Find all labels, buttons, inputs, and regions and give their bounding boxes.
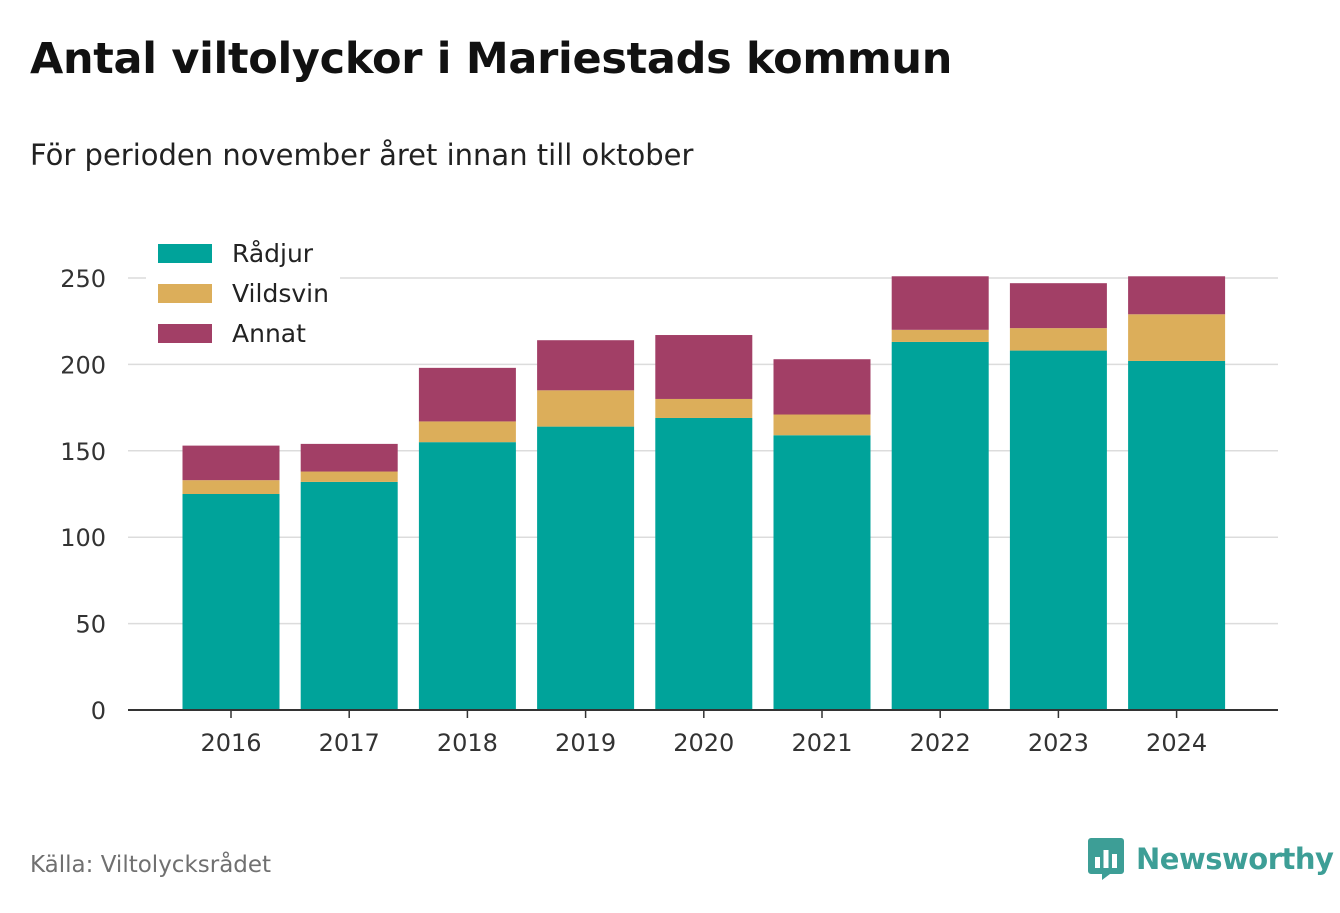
y-tick-label: 0: [91, 697, 106, 725]
bar-segment-radjur[interactable]: [300, 481, 398, 710]
bars: [182, 276, 1226, 710]
y-tick-label: 100: [60, 524, 106, 552]
bar-segment-radjur[interactable]: [537, 426, 635, 710]
bar-segment-radjur[interactable]: [182, 494, 280, 710]
y-tick-label: 150: [60, 438, 106, 466]
y-tick-label: 200: [60, 351, 106, 379]
bar-segment-annat[interactable]: [891, 276, 989, 330]
bar-segment-vildsvin[interactable]: [1009, 328, 1107, 351]
bar-segment-annat[interactable]: [182, 445, 280, 481]
bar-segment-annat[interactable]: [537, 340, 635, 391]
bar-segment-radjur[interactable]: [418, 442, 516, 710]
legend-swatch: [158, 284, 212, 303]
chart-subtitle: För perioden november året innan till ok…: [30, 138, 694, 172]
bar-segment-vildsvin[interactable]: [418, 421, 516, 443]
x-tick-label: 2016: [200, 729, 261, 757]
source-note: Källa: Viltolycksrådet: [30, 852, 272, 878]
y-tick-label: 250: [60, 265, 106, 293]
legend: Rådjur Vildsvin Annat: [146, 238, 340, 356]
bar-segment-annat[interactable]: [773, 359, 871, 415]
legend-label: Vildsvin: [232, 279, 329, 308]
y-tick-label: 50: [75, 611, 106, 639]
legend-swatch: [158, 324, 212, 343]
legend-swatch: [158, 244, 212, 263]
x-tick-label: 2017: [319, 729, 380, 757]
bar-segment-radjur[interactable]: [773, 435, 871, 710]
bar-segment-vildsvin[interactable]: [182, 480, 280, 494]
x-tick-label: 2024: [1146, 729, 1207, 757]
bar-segment-radjur[interactable]: [1128, 360, 1226, 710]
x-tick-label: 2021: [791, 729, 852, 757]
bar-chart-speech-bubble-icon: [1088, 838, 1124, 880]
brand-name: Newsworthy: [1136, 842, 1334, 876]
bar-segment-radjur[interactable]: [655, 417, 753, 710]
x-tick-label: 2022: [910, 729, 971, 757]
bar-segment-vildsvin[interactable]: [773, 414, 871, 436]
legend-label: Rådjur: [232, 239, 314, 268]
bar-segment-annat[interactable]: [1009, 283, 1107, 329]
legend-label: Annat: [232, 319, 306, 348]
axes: 0 50 100 150 200 250 2016 2017 2018 2019 2020 2021 2…: [60, 265, 1278, 757]
bar-segment-annat[interactable]: [300, 443, 398, 472]
bar-segment-radjur[interactable]: [1009, 350, 1107, 710]
x-tick-label: 2023: [1028, 729, 1089, 757]
bar-segment-vildsvin[interactable]: [537, 390, 635, 427]
x-tick-label: 2020: [673, 729, 734, 757]
bar-segment-vildsvin[interactable]: [300, 471, 398, 482]
bar-segment-annat[interactable]: [655, 335, 753, 399]
bar-segment-annat[interactable]: [418, 367, 516, 422]
bar-segment-vildsvin[interactable]: [655, 398, 753, 418]
bar-segment-radjur[interactable]: [891, 341, 989, 710]
bar-segment-annat[interactable]: [1128, 276, 1226, 315]
x-tick-label: 2018: [437, 729, 498, 757]
bar-segment-vildsvin[interactable]: [1128, 314, 1226, 361]
x-tick-label: 2019: [555, 729, 616, 757]
brand-logo[interactable]: Newsworthy: [1088, 838, 1334, 880]
bar-segment-vildsvin[interactable]: [891, 329, 989, 342]
chart-title: Antal viltolyckor i Mariestads kommun: [30, 34, 953, 84]
